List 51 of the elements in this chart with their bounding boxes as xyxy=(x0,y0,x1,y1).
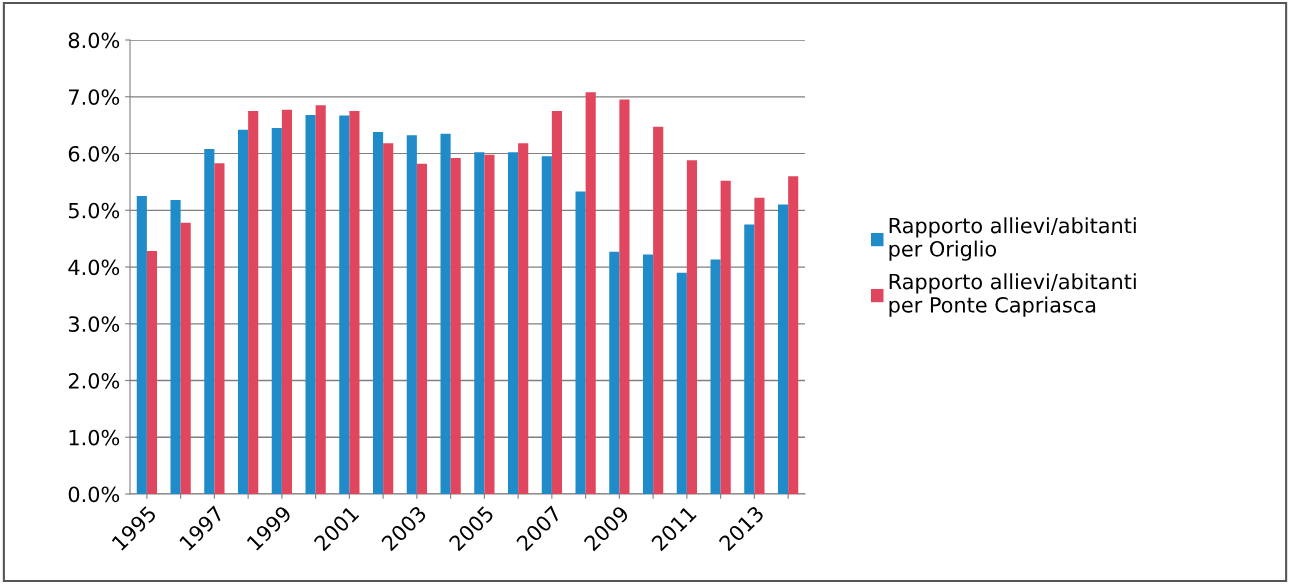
bar xyxy=(508,152,519,494)
bar xyxy=(710,259,721,494)
bar xyxy=(484,154,495,494)
bar xyxy=(339,115,350,494)
bar xyxy=(248,110,259,494)
bar xyxy=(136,196,147,494)
bar xyxy=(676,272,687,494)
y-tick-label: 7.0% xyxy=(69,89,120,105)
y-tick-label: 0.0% xyxy=(68,486,120,503)
bar xyxy=(686,160,697,494)
y-tick-label: 3.0% xyxy=(68,316,120,332)
bar xyxy=(315,105,326,494)
bar xyxy=(788,176,799,494)
bar xyxy=(271,127,282,494)
y-tick-label: 8.0% xyxy=(68,32,120,49)
bar xyxy=(349,110,360,494)
bar xyxy=(146,251,157,494)
y-tick-label: 1.0% xyxy=(69,429,120,446)
bar xyxy=(416,163,427,494)
bar xyxy=(204,148,215,494)
bar xyxy=(643,254,654,494)
bar xyxy=(281,109,292,494)
y-tick-label: 4.0% xyxy=(68,259,120,276)
bar xyxy=(585,92,596,494)
y-tick-label: 2.0% xyxy=(68,372,120,389)
bar xyxy=(541,156,552,494)
bar xyxy=(619,99,630,494)
bar xyxy=(744,224,755,494)
bar xyxy=(440,133,451,494)
y-tick-label: 5.0% xyxy=(68,202,120,219)
bar xyxy=(518,143,529,494)
bar xyxy=(214,163,225,494)
bar xyxy=(609,251,620,494)
bar xyxy=(575,191,586,494)
bar xyxy=(653,126,664,494)
bar xyxy=(238,129,249,494)
bar xyxy=(170,200,181,494)
bar xyxy=(474,152,485,494)
bar xyxy=(754,197,765,494)
bar xyxy=(406,135,417,494)
bar xyxy=(778,204,789,494)
y-tick-label: 6.0% xyxy=(68,145,120,162)
bar xyxy=(180,222,191,494)
bar xyxy=(450,158,461,494)
legend-label: Rapporto allievi/abitanti per Origlio xyxy=(889,217,1136,261)
bar xyxy=(373,131,384,494)
bar xyxy=(720,180,731,494)
bar xyxy=(305,114,316,494)
bar xyxy=(551,110,562,494)
legend-label: Rapporto allievi/abitanti per Ponte Capriasca xyxy=(889,273,1136,317)
bar xyxy=(383,143,394,494)
